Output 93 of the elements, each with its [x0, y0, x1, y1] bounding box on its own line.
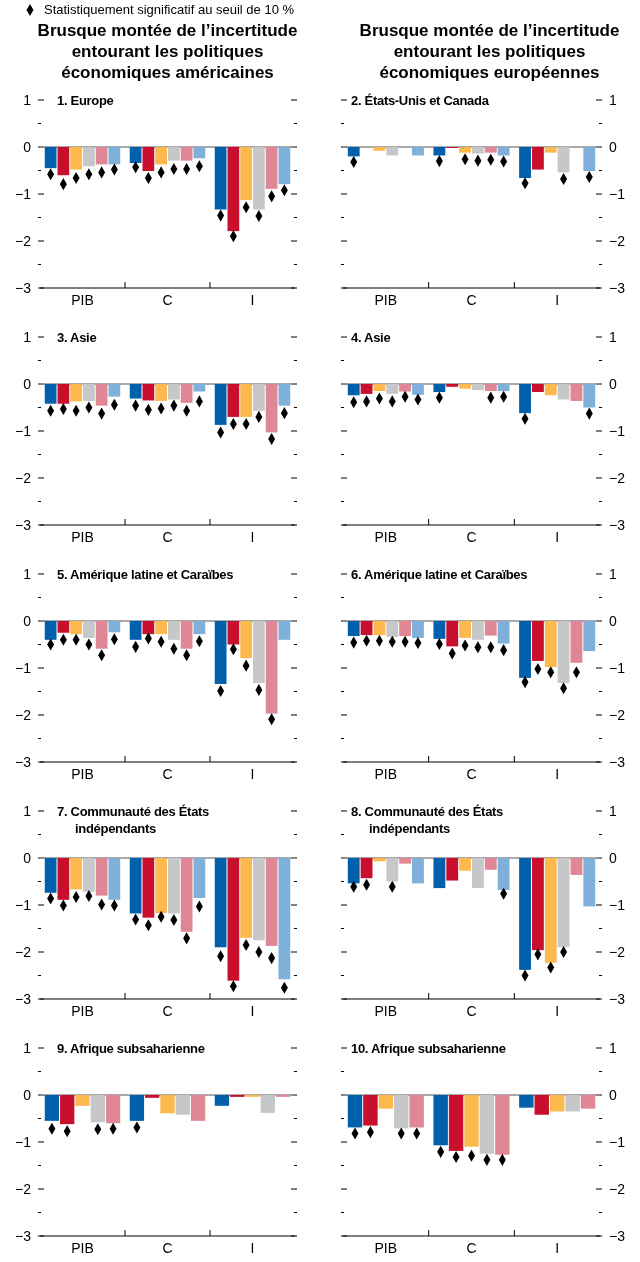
- y-tick-label: −1: [15, 423, 32, 439]
- chart-subtitle: 2. États-Unis et Canada: [351, 93, 490, 108]
- chart-subtitle: 6. Amérique latine et Caraïbes: [351, 567, 528, 582]
- y-tick-label: 0: [23, 613, 32, 629]
- x-tick-label: I: [250, 529, 255, 545]
- y2-tick-label: −2: [609, 707, 626, 723]
- x-tick-label: I: [555, 766, 560, 782]
- y-tick-label: −1: [15, 1134, 32, 1150]
- y2-tick-label: −3: [609, 280, 626, 296]
- x-tick-label: PIB: [71, 529, 94, 545]
- x-tick-label: C: [162, 529, 173, 545]
- x-tick-label: PIB: [374, 1003, 398, 1019]
- y-tick-label: 1: [23, 803, 32, 819]
- y-tick-label: −2: [15, 707, 32, 723]
- chart-subtitle: 7. Communauté des États indépendants: [57, 804, 210, 836]
- y2-tick-label: 1: [609, 1040, 617, 1056]
- x-tick-label: C: [466, 292, 477, 308]
- y2-tick-label: 0: [609, 376, 617, 392]
- x-tick-label: PIB: [374, 529, 398, 545]
- x-tick-label: PIB: [71, 1240, 94, 1256]
- y2-tick-label: −2: [609, 1181, 626, 1197]
- y-tick-label: 1: [23, 1040, 32, 1056]
- y-tick-label: −2: [15, 470, 32, 486]
- chart-subtitle: 1. Europe: [57, 93, 114, 108]
- x-tick-label: PIB: [374, 1240, 398, 1256]
- y-tick-label: 0: [23, 139, 32, 155]
- y-tick-label: 0: [23, 850, 32, 866]
- y-tick-label: −1: [15, 186, 32, 202]
- x-tick-label: PIB: [71, 766, 94, 782]
- x-tick-label: I: [555, 1240, 560, 1256]
- x-tick-label: I: [250, 1240, 255, 1256]
- x-tick-label: I: [555, 529, 560, 545]
- y2-tick-label: −2: [609, 470, 626, 486]
- y2-tick-label: 0: [609, 139, 617, 155]
- y-tick-label: 1: [23, 329, 32, 345]
- y-tick-label: 1: [23, 566, 32, 582]
- y2-tick-label: −1: [609, 1134, 626, 1150]
- x-tick-label: C: [162, 1240, 173, 1256]
- y2-tick-label: −1: [609, 897, 626, 913]
- x-tick-label: C: [466, 529, 477, 545]
- y-tick-label: −1: [15, 897, 32, 913]
- chart-subtitle: 5. Amérique latine et Caraïbes: [57, 567, 234, 582]
- x-tick-label: I: [555, 292, 560, 308]
- x-tick-label: I: [555, 1003, 560, 1019]
- y-tick-label: −1: [15, 660, 32, 676]
- y2-tick-label: −1: [609, 660, 626, 676]
- y2-tick-label: −2: [609, 944, 626, 960]
- chart-subtitle: 10. Afrique subsaharienne: [351, 1041, 506, 1056]
- y-tick-label: −2: [15, 944, 32, 960]
- y-tick-label: −3: [15, 991, 32, 1007]
- x-tick-label: C: [162, 292, 173, 308]
- x-tick-label: C: [162, 766, 173, 782]
- y-tick-label: −3: [15, 280, 32, 296]
- chart-subtitle: 8. Communauté des États indépendants: [351, 804, 504, 836]
- y2-tick-label: 1: [609, 803, 617, 819]
- y-tick-label: 0: [23, 1087, 32, 1103]
- legend-label: Statistiquement significatif au seuil de 10 %: [44, 2, 295, 17]
- x-tick-label: I: [250, 766, 255, 782]
- x-tick-label: C: [466, 1003, 477, 1019]
- y-tick-label: 1: [23, 92, 32, 108]
- y2-tick-label: 0: [609, 613, 617, 629]
- chart-subtitle: 4. Asie: [351, 330, 391, 345]
- y2-tick-label: −2: [609, 233, 626, 249]
- chart-subtitle: 9. Afrique subsaharienne: [57, 1041, 205, 1056]
- y2-tick-label: 1: [609, 329, 617, 345]
- x-tick-label: PIB: [374, 766, 398, 782]
- x-tick-label: PIB: [374, 292, 398, 308]
- x-tick-label: C: [466, 766, 477, 782]
- y2-tick-label: 1: [609, 566, 617, 582]
- x-tick-label: I: [250, 292, 255, 308]
- y2-tick-label: −3: [609, 517, 626, 533]
- y-tick-label: −2: [15, 233, 32, 249]
- y-tick-label: −3: [15, 1228, 32, 1244]
- x-tick-label: C: [466, 1240, 477, 1256]
- y2-tick-label: −1: [609, 423, 626, 439]
- x-tick-label: PIB: [71, 292, 94, 308]
- y2-tick-label: 0: [609, 850, 617, 866]
- y2-tick-label: −3: [609, 1228, 626, 1244]
- y-tick-label: −3: [15, 754, 32, 770]
- x-tick-label: PIB: [71, 1003, 94, 1019]
- y2-tick-label: −3: [609, 754, 626, 770]
- y-tick-label: −3: [15, 517, 32, 533]
- y-tick-label: 0: [23, 376, 32, 392]
- x-tick-label: C: [162, 1003, 173, 1019]
- chart-title: Brusque montée de l’incertitude entourant les politiques économiques européennes: [359, 21, 620, 82]
- y2-tick-label: −3: [609, 991, 626, 1007]
- chart-title: Brusque montée de l’incertitude entourant les politiques économiques américaines: [37, 21, 298, 82]
- y2-tick-label: 1: [609, 92, 617, 108]
- chart-subtitle: 3. Asie: [57, 330, 97, 345]
- x-tick-label: I: [250, 1003, 255, 1019]
- y-tick-label: −2: [15, 1181, 32, 1197]
- y2-tick-label: −1: [609, 186, 626, 202]
- y2-tick-label: 0: [609, 1087, 617, 1103]
